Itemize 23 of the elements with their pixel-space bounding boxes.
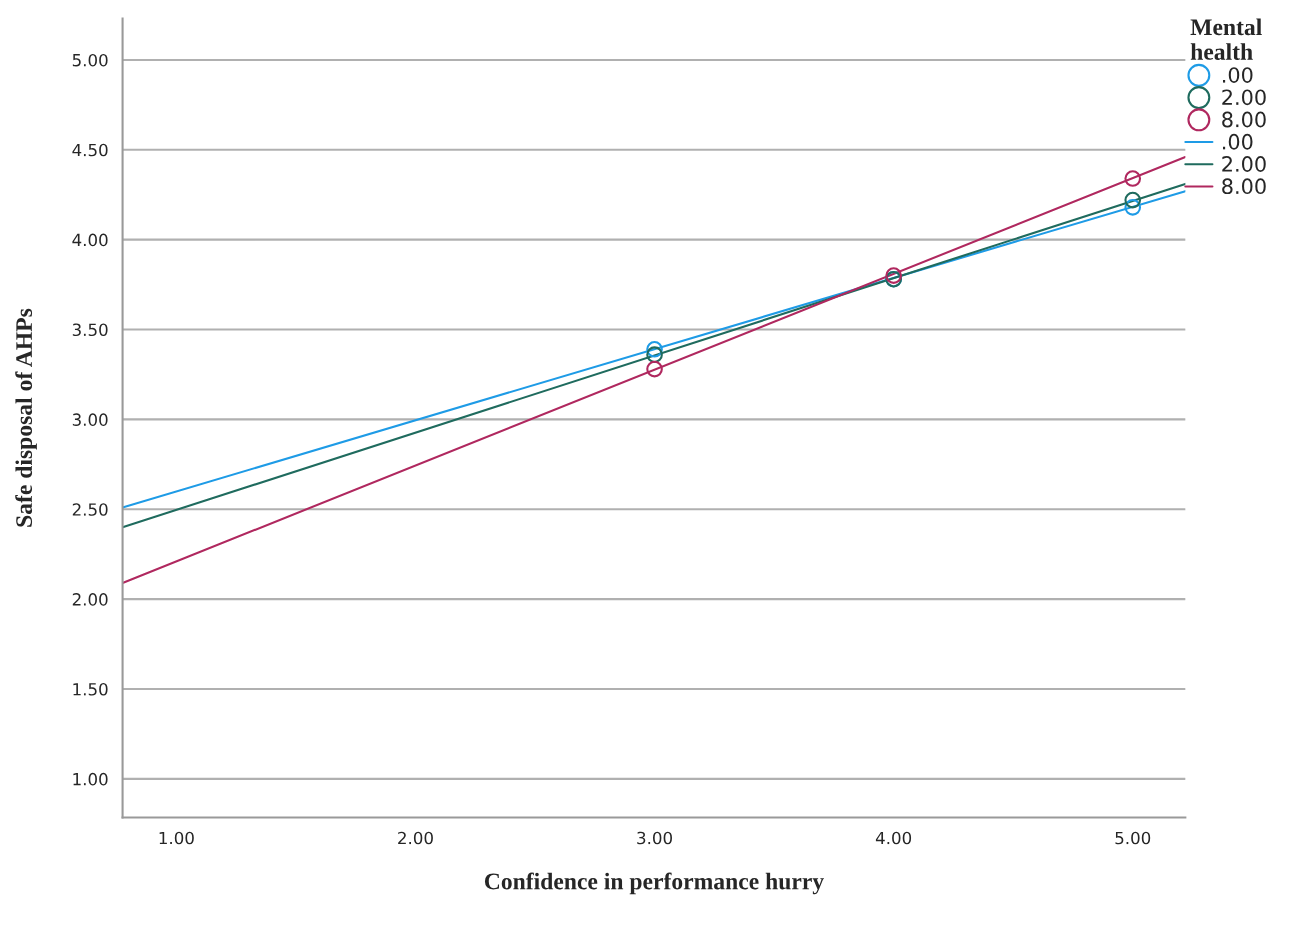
y-tick-label: 1.50 [73,682,108,696]
legend-label: 8.00 [1222,178,1266,195]
y-tick-label: 2.00 [72,593,108,606]
y-tick-label: 3.50 [72,323,108,337]
legend-label: 8.00 [1222,111,1266,128]
x-tick-label: 5.00 [1115,831,1151,845]
y-tick-label: 4.00 [72,233,108,247]
x-tick-label: 4.00 [875,831,912,845]
x-tick-label: 3.00 [637,831,672,845]
y-tick-label: 5.00 [72,53,108,67]
legend-label: 2.00 [1222,89,1266,106]
legend-title: Mental health [1190,18,1262,60]
y-tick-label: 2.50 [72,503,108,516]
x-tick-label: 2.00 [398,831,433,845]
x-axis-title: Confidence in performance hurry [484,872,824,895]
legend-label: .00 [1222,67,1253,83]
x-tick-label: 1.00 [159,831,194,845]
y-tick-label: 1.00 [73,772,108,786]
legend-label: 2.00 [1222,156,1266,172]
y-tick-label: 3.00 [72,413,108,426]
legend-label: .00 [1222,133,1253,150]
y-tick-label: 4.50 [72,143,108,157]
y-axis-title: Safe disposal of AHPs [15,308,37,527]
